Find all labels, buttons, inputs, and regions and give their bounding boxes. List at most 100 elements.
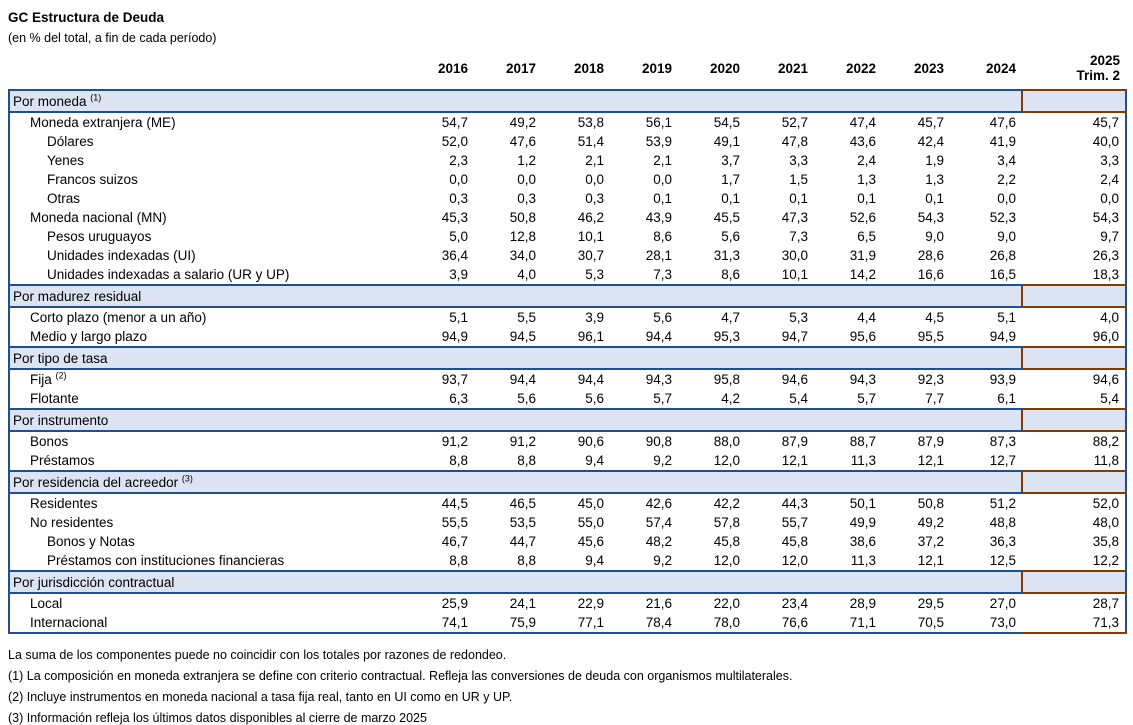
value-cell: 46,7	[441, 534, 468, 549]
value-cell: 52,7	[781, 115, 808, 130]
value-cell: 5,4	[789, 391, 808, 406]
value-cell: 45,7	[917, 115, 944, 130]
value-cell: 87,9	[917, 434, 944, 449]
value-cell: 54,3	[1022, 208, 1127, 227]
value-cell: 26,3	[1022, 246, 1127, 265]
value-cell: 52,0	[441, 134, 468, 149]
table-row: Dólares 52,0 47,6 51,4 53,9 49,1 47,8 43,6 42,4 4…	[8, 132, 1127, 151]
value-cell: 0,3	[585, 191, 604, 206]
value-cell: 3,7	[721, 153, 740, 168]
value-cell: 16,5	[989, 267, 1016, 282]
value-cell: 40,0	[1022, 132, 1127, 151]
row-label: Préstamos	[8, 451, 406, 471]
value-cell: 53,8	[577, 115, 604, 130]
value-cell: 94,5	[509, 329, 536, 344]
value-cell: 45,8	[713, 534, 740, 549]
row-label: Yenes	[8, 151, 406, 170]
value-cell: 47,8	[781, 134, 808, 149]
row-label: Bonos y Notas	[8, 532, 406, 551]
value-cell: 8,8	[517, 553, 536, 568]
row-label: Unidades indexadas (UI)	[8, 246, 406, 265]
value-cell: 47,6	[509, 134, 536, 149]
section-label-cell: Por instrumento	[8, 408, 1022, 432]
year-column-header: 2023	[913, 60, 944, 76]
value-cell: 21,6	[645, 596, 672, 611]
value-cell: 3,3	[789, 153, 808, 168]
value-cell: 54,5	[713, 115, 740, 130]
section-row: Por residencia del acreedor (3)	[8, 470, 1127, 494]
value-cell: 94,7	[781, 329, 808, 344]
row-label: Local	[8, 593, 406, 613]
value-cell: 1,3	[925, 172, 944, 187]
value-cell: 2,3	[449, 153, 468, 168]
year-column-header: 2020	[709, 60, 740, 76]
value-cell: 28,7	[1022, 593, 1127, 613]
value-cell: 5,0	[449, 229, 468, 244]
footnote-line: (2) Incluye instrumentos en moneda nacio…	[8, 690, 513, 704]
value-cell: 6,5	[857, 229, 876, 244]
value-cell: 10,1	[781, 267, 808, 282]
value-cell: 28,1	[645, 248, 672, 263]
value-cell: 31,3	[713, 248, 740, 263]
value-cell: 7,3	[653, 267, 672, 282]
value-cell: 3,9	[585, 310, 604, 325]
value-cell: 9,4	[585, 553, 604, 568]
table-row: Yenes 2,3 1,2 2,1 2,1 3,7 3,3 2,4 1,9 3,4 3,3	[8, 151, 1127, 170]
value-cell: 0,1	[925, 191, 944, 206]
value-cell: 0,3	[449, 191, 468, 206]
value-cell: 38,6	[849, 534, 876, 549]
value-cell: 28,9	[849, 596, 876, 611]
value-cell: 11,3	[850, 453, 876, 468]
year-column-header: 2016	[437, 60, 468, 76]
value-cell: 94,3	[849, 372, 876, 387]
year-column-header: 2018	[573, 60, 604, 76]
final-year-label: 2025	[1089, 53, 1120, 68]
value-cell: 12,1	[917, 553, 944, 568]
section-footnote-marker: (3)	[181, 473, 193, 483]
value-cell: 3,9	[449, 267, 468, 282]
value-cell: 23,4	[781, 596, 808, 611]
value-cell: 12,2	[1022, 551, 1127, 571]
value-cell: 11,3	[850, 553, 876, 568]
value-cell: 0,1	[857, 191, 876, 206]
value-cell: 52,3	[989, 210, 1016, 225]
value-cell: 4,2	[721, 391, 740, 406]
value-cell: 52,0	[1022, 493, 1127, 513]
footnotes: La suma de los componentes puede no coin…	[8, 648, 1125, 725]
value-cell: 5,6	[721, 229, 740, 244]
table-row: Unidades indexadas (UI) 36,4 34,0 30,7 28,1 3…	[8, 246, 1127, 265]
value-cell: 8,6	[653, 229, 672, 244]
value-cell: 94,4	[509, 372, 536, 387]
value-cell: 88,7	[849, 434, 876, 449]
year-column-header-final: 2025 Trim. 2	[1022, 47, 1126, 90]
table-body: Por moneda (1) Moneda extranjera (ME) 54,7…	[8, 89, 1127, 634]
value-cell: 88,0	[713, 434, 740, 449]
table-row: No residentes 55,5 53,5 55,0 57,4 57,8 55,7 49,…	[8, 513, 1127, 532]
row-label: No residentes	[8, 513, 406, 532]
table-row: Medio y largo plazo 94,9 94,5 96,1 94,4 95,3 9…	[8, 327, 1127, 347]
value-cell: 71,1	[814, 613, 882, 634]
table-row: Préstamos 8,8 8,8 9,4 9,2 12,0 12,1 11,3 12,1 12,…	[8, 451, 1127, 471]
value-cell: 75,9	[474, 613, 542, 634]
row-label: Fija (2)	[8, 369, 406, 389]
table-row: Local 25,9 24,1 22,9 21,6 22,0 23,4 28,9 29,5 27,…	[8, 593, 1127, 613]
section-row: Por madurez residual	[8, 284, 1127, 308]
value-cell: 5,7	[857, 391, 876, 406]
value-cell: 3,3	[1022, 151, 1127, 170]
value-cell: 0,0	[585, 172, 604, 187]
value-cell: 93,7	[441, 372, 468, 387]
value-cell: 11,8	[1022, 451, 1127, 471]
table-row: Pesos uruguayos 5,0 12,8 10,1 8,6 5,6 7,3 6,5 9,…	[8, 227, 1127, 246]
table-row: Residentes 44,5 46,5 45,0 42,6 42,2 44,3 50,1 50…	[8, 493, 1127, 513]
year-column-header: 2019	[641, 60, 672, 76]
row-label: Corto plazo (menor a un año)	[8, 307, 406, 327]
year-header-row: 2016 2017 2018 2019 2020 2021 2022 2023 2024 2025…	[9, 47, 1126, 90]
value-cell: 0,0	[449, 172, 468, 187]
section-label-cell: Por jurisdicción contractual	[8, 570, 1022, 594]
value-cell: 54,7	[441, 115, 468, 130]
value-cell: 0,3	[517, 191, 536, 206]
table-row: Flotante 6,3 5,6 5,6 5,7 4,2 5,4 5,7 7,7 6,1 5,4	[8, 389, 1127, 409]
value-cell: 88,2	[1022, 431, 1127, 451]
value-cell: 45,8	[781, 534, 808, 549]
